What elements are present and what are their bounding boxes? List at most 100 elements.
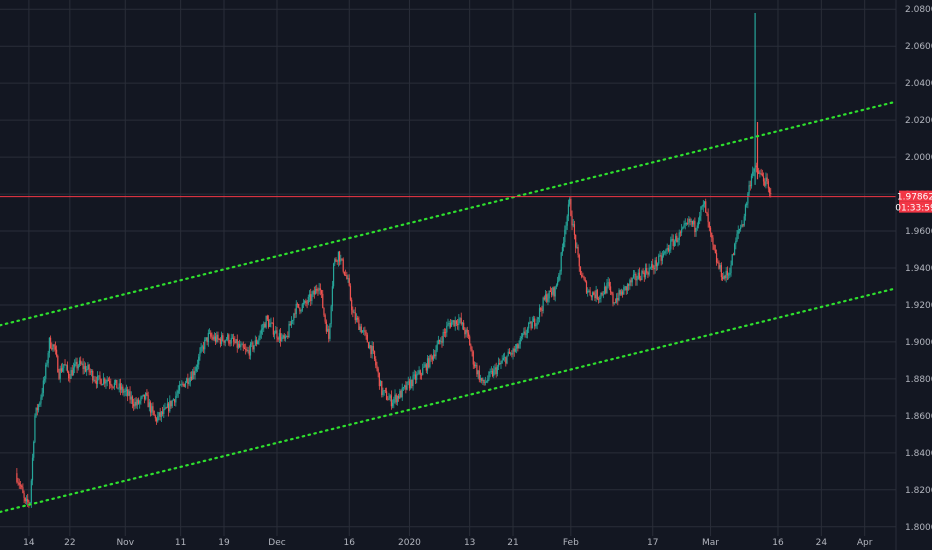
candle-body — [178, 384, 181, 391]
candle-body — [257, 341, 259, 345]
candle-body — [508, 351, 511, 354]
candle-body — [622, 291, 624, 295]
candle-body — [370, 345, 372, 355]
candle-body — [364, 330, 366, 332]
candle-body — [17, 481, 19, 483]
candle-body — [214, 336, 217, 342]
candle-body — [182, 383, 184, 385]
time-axis[interactable]: 14 22 Nov 11 19 Dec 16 2020 13 21 Feb 17 Mar 16 24 Apr — [23, 538, 873, 548]
candle-body — [270, 322, 272, 324]
trendlines[interactable] — [0, 100, 898, 514]
candle-body — [213, 336, 215, 340]
candle-body — [75, 361, 77, 365]
candle-body — [572, 224, 574, 226]
candle-body — [513, 348, 515, 352]
candle-body — [419, 370, 421, 375]
candle-body — [540, 308, 542, 310]
candle-body — [112, 386, 114, 388]
candle-body — [117, 388, 119, 389]
candle-body — [629, 280, 631, 286]
candle-body — [399, 390, 401, 399]
candle-body — [46, 363, 48, 365]
candle-body — [673, 241, 676, 246]
candle-body — [152, 406, 154, 411]
x-tick-label: Nov — [116, 538, 134, 548]
candle-body — [504, 357, 506, 359]
candle-body — [693, 220, 695, 225]
candle-body — [423, 366, 425, 368]
candle-body — [235, 339, 237, 343]
candle-body — [694, 220, 696, 233]
upper-trendline[interactable] — [0, 100, 898, 327]
candle-body — [758, 171, 760, 174]
candle-body — [314, 288, 317, 295]
lower-trendline[interactable] — [0, 287, 898, 514]
candle-body — [27, 498, 29, 502]
candle-body — [53, 344, 55, 347]
candle-body — [672, 238, 674, 246]
candle-body — [449, 323, 452, 327]
candle-body — [169, 400, 171, 412]
candle-body — [153, 410, 155, 416]
candle-body — [359, 326, 361, 330]
candle-body — [640, 278, 642, 281]
candle-body — [254, 340, 256, 346]
candle-body — [619, 290, 621, 295]
candle-body — [520, 336, 523, 339]
candle-body — [735, 240, 737, 245]
candle-body — [446, 325, 448, 333]
candle-body — [192, 371, 194, 380]
candle-body — [732, 254, 735, 256]
candle-body — [134, 401, 136, 407]
candle-body — [463, 322, 465, 330]
candle-body — [318, 288, 320, 291]
candle-body — [37, 404, 40, 411]
candle-body — [447, 323, 449, 326]
candle-body — [408, 381, 411, 389]
candle-body — [685, 223, 688, 224]
candle-body — [223, 340, 225, 343]
candle-body — [22, 487, 24, 494]
candle-body — [302, 303, 305, 305]
candle-body — [170, 400, 172, 407]
candle-body — [266, 315, 268, 320]
candle-body — [428, 358, 430, 368]
candle-body — [668, 249, 671, 251]
candle-body — [135, 401, 137, 406]
candle-body — [59, 368, 61, 379]
candle-body — [202, 346, 205, 350]
candle-body — [602, 294, 604, 296]
candle-body — [280, 333, 282, 342]
candle-body — [491, 371, 494, 377]
candle-body — [708, 222, 710, 228]
candle-body — [206, 337, 208, 343]
x-tick-label: 13 — [464, 538, 475, 548]
candle-body — [647, 272, 649, 275]
candle-body — [164, 407, 166, 410]
candle-body — [405, 385, 407, 390]
candle-body — [377, 368, 379, 373]
candle-body — [375, 359, 377, 366]
candle-body — [607, 282, 609, 284]
candle-body — [635, 273, 637, 281]
candle-body — [92, 370, 94, 381]
candle-body — [530, 321, 532, 329]
y-tick-label: 1.80000 — [905, 523, 932, 533]
candle-body — [737, 230, 739, 234]
candle-body — [576, 246, 578, 248]
candle-body — [761, 173, 763, 177]
x-tick-label: 19 — [218, 538, 230, 548]
candle-body — [548, 290, 550, 299]
price-axis[interactable]: 1.80000 1.82000 1.84000 1.86000 1.88000 1.900… — [905, 5, 932, 533]
candle-body — [549, 290, 551, 293]
candle-body — [56, 349, 58, 356]
candle-body — [475, 364, 477, 367]
candle-body — [389, 395, 391, 399]
candle-body — [624, 286, 626, 288]
candle-body — [324, 315, 326, 322]
candle-body — [631, 277, 633, 283]
candle-body — [467, 332, 470, 337]
candle-body — [70, 370, 72, 379]
candle-body — [316, 288, 318, 291]
